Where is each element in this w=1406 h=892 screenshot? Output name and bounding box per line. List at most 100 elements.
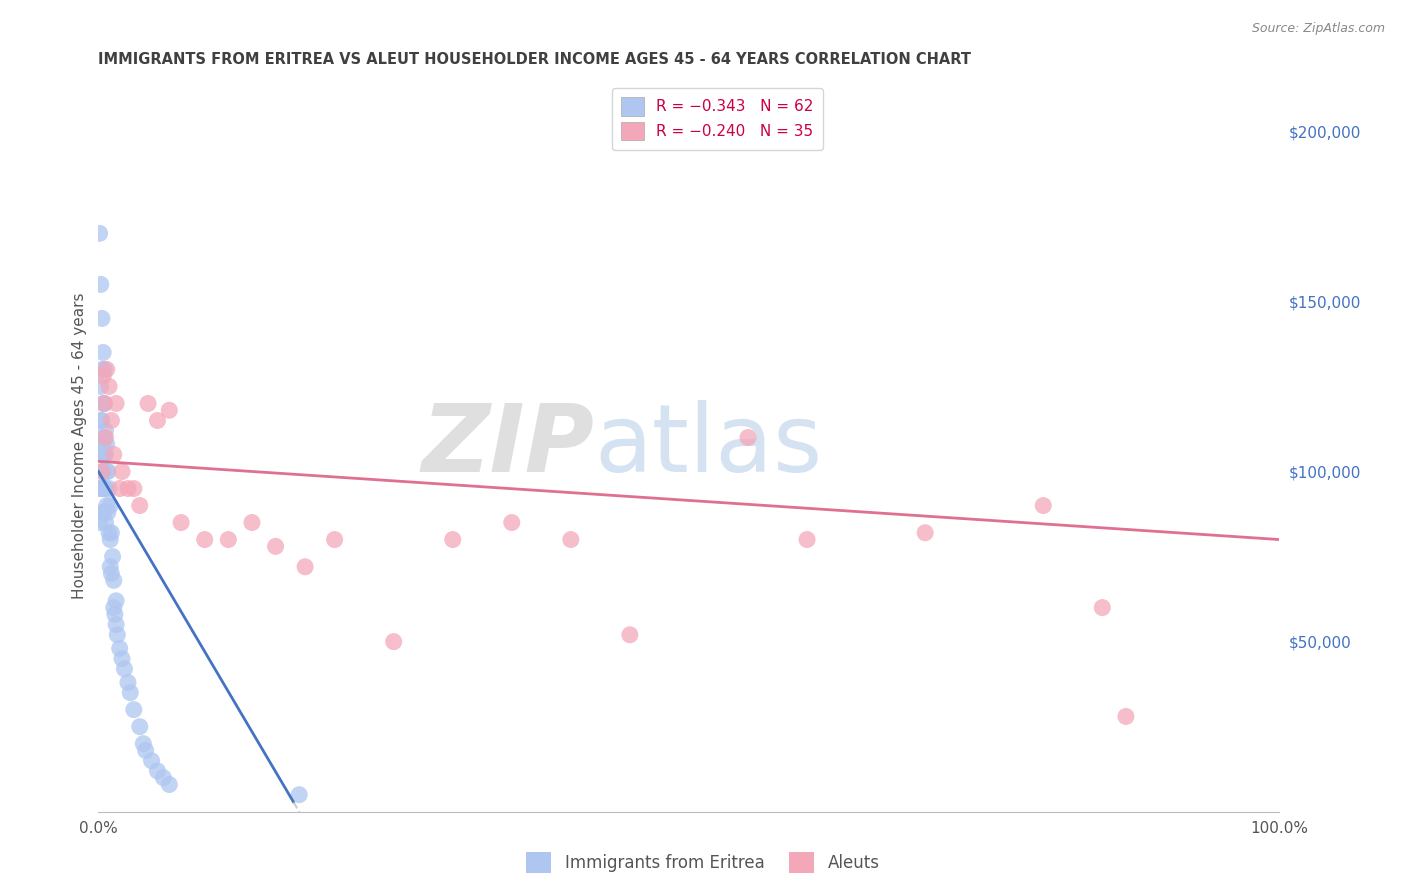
Point — [120, 686, 142, 700]
Point — [91, 345, 114, 359]
Point — [91, 362, 114, 376]
Point — [94, 448, 117, 462]
Point — [194, 533, 217, 547]
Point — [91, 465, 114, 479]
Text: ZIP: ZIP — [422, 400, 595, 492]
Point — [96, 499, 118, 513]
Point — [98, 499, 121, 513]
Y-axis label: Householder Income Ages 45 - 64 years: Householder Income Ages 45 - 64 years — [72, 293, 87, 599]
Point — [96, 465, 118, 479]
Point — [170, 516, 193, 530]
Point — [100, 566, 122, 581]
Point — [1032, 499, 1054, 513]
Point — [122, 703, 145, 717]
Point — [91, 465, 114, 479]
Point — [132, 737, 155, 751]
Point — [135, 743, 157, 757]
Point — [1115, 709, 1137, 723]
Point — [136, 396, 159, 410]
Point — [93, 430, 115, 444]
Point — [157, 777, 180, 791]
Point — [91, 396, 114, 410]
Point — [128, 720, 150, 734]
Point — [91, 311, 114, 326]
Point — [1091, 600, 1114, 615]
Point — [117, 482, 139, 496]
Point — [619, 628, 641, 642]
Point — [90, 379, 112, 393]
Legend: R = −0.343   N = 62, R = −0.240   N = 35: R = −0.343 N = 62, R = −0.240 N = 35 — [612, 88, 823, 150]
Point — [111, 465, 134, 479]
Point — [98, 559, 121, 574]
Point — [560, 533, 582, 547]
Point — [91, 505, 114, 519]
Point — [100, 525, 122, 540]
Point — [105, 396, 128, 410]
Point — [91, 437, 114, 451]
Point — [91, 413, 114, 427]
Point — [796, 533, 818, 547]
Text: atlas: atlas — [595, 400, 823, 492]
Point — [94, 424, 117, 438]
Point — [128, 499, 150, 513]
Point — [93, 505, 115, 519]
Point — [97, 505, 120, 519]
Point — [90, 437, 112, 451]
Point — [93, 396, 115, 410]
Point — [294, 559, 316, 574]
Point — [98, 533, 121, 547]
Point — [217, 533, 239, 547]
Point — [89, 227, 111, 241]
Point — [104, 607, 127, 622]
Point — [264, 540, 287, 554]
Point — [141, 754, 163, 768]
Point — [103, 600, 125, 615]
Point — [240, 516, 263, 530]
Point — [152, 771, 174, 785]
Point — [288, 788, 311, 802]
Point — [111, 651, 134, 665]
Point — [97, 465, 120, 479]
Point — [100, 413, 122, 427]
Point — [98, 379, 121, 393]
Point — [117, 675, 139, 690]
Point — [91, 448, 114, 462]
Point — [914, 525, 936, 540]
Point — [382, 634, 405, 648]
Point — [89, 516, 111, 530]
Point — [112, 662, 135, 676]
Point — [91, 465, 114, 479]
Point — [96, 437, 118, 451]
Point — [98, 482, 121, 496]
Point — [96, 362, 118, 376]
Point — [157, 403, 180, 417]
Point — [146, 413, 169, 427]
Text: Source: ZipAtlas.com: Source: ZipAtlas.com — [1251, 22, 1385, 36]
Point — [90, 482, 112, 496]
Point — [103, 448, 125, 462]
Point — [441, 533, 464, 547]
Point — [108, 482, 131, 496]
Point — [146, 764, 169, 778]
Point — [101, 549, 124, 564]
Point — [93, 448, 115, 462]
Point — [98, 525, 121, 540]
Point — [105, 594, 128, 608]
Point — [90, 277, 112, 292]
Point — [91, 482, 114, 496]
Point — [501, 516, 523, 530]
Point — [737, 430, 759, 444]
Point — [93, 362, 115, 376]
Point — [105, 628, 128, 642]
Legend: Immigrants from Eritrea, Aleuts: Immigrants from Eritrea, Aleuts — [520, 846, 886, 880]
Point — [94, 482, 117, 496]
Point — [90, 413, 112, 427]
Point — [93, 396, 115, 410]
Point — [122, 482, 145, 496]
Point — [105, 617, 128, 632]
Point — [108, 641, 131, 656]
Point — [323, 533, 346, 547]
Text: IMMIGRANTS FROM ERITREA VS ALEUT HOUSEHOLDER INCOME AGES 45 - 64 YEARS CORRELATI: IMMIGRANTS FROM ERITREA VS ALEUT HOUSEHO… — [98, 52, 972, 67]
Point — [93, 482, 115, 496]
Point — [94, 430, 117, 444]
